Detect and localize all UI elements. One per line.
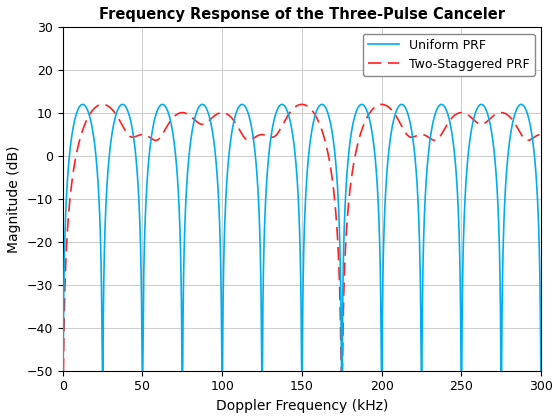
Two-Staggered PRF	[175, 111, 181, 116]
Two-Staggered PRF	[414, 133, 421, 138]
Two-Staggered PRF	[379, 102, 385, 107]
Two-Staggered PRF	[319, 129, 325, 134]
Uniform PRF	[59, 368, 66, 373]
Uniform PRF	[319, 102, 326, 107]
Two-Staggered PRF	[59, 368, 66, 373]
Line: Two-Staggered PRF: Two-Staggered PRF	[63, 105, 541, 371]
Line: Uniform PRF: Uniform PRF	[63, 105, 541, 371]
Uniform PRF	[199, 102, 206, 107]
Y-axis label: Magnitude (dB): Magnitude (dB)	[7, 145, 21, 253]
Uniform PRF	[538, 368, 544, 373]
Legend: Uniform PRF, Two-Staggered PRF: Uniform PRF, Two-Staggered PRF	[363, 34, 535, 76]
X-axis label: Doppler Frequency (kHz): Doppler Frequency (kHz)	[216, 399, 388, 413]
Uniform PRF	[175, 181, 181, 186]
Two-Staggered PRF	[538, 132, 544, 137]
Two-Staggered PRF	[242, 137, 249, 142]
Uniform PRF	[92, 147, 99, 152]
Uniform PRF	[347, 134, 354, 139]
Two-Staggered PRF	[92, 105, 99, 110]
Uniform PRF	[414, 194, 421, 199]
Title: Frequency Response of the Three-Pulse Canceler: Frequency Response of the Three-Pulse Ca…	[99, 7, 505, 22]
Two-Staggered PRF	[347, 181, 354, 186]
Uniform PRF	[242, 105, 249, 110]
